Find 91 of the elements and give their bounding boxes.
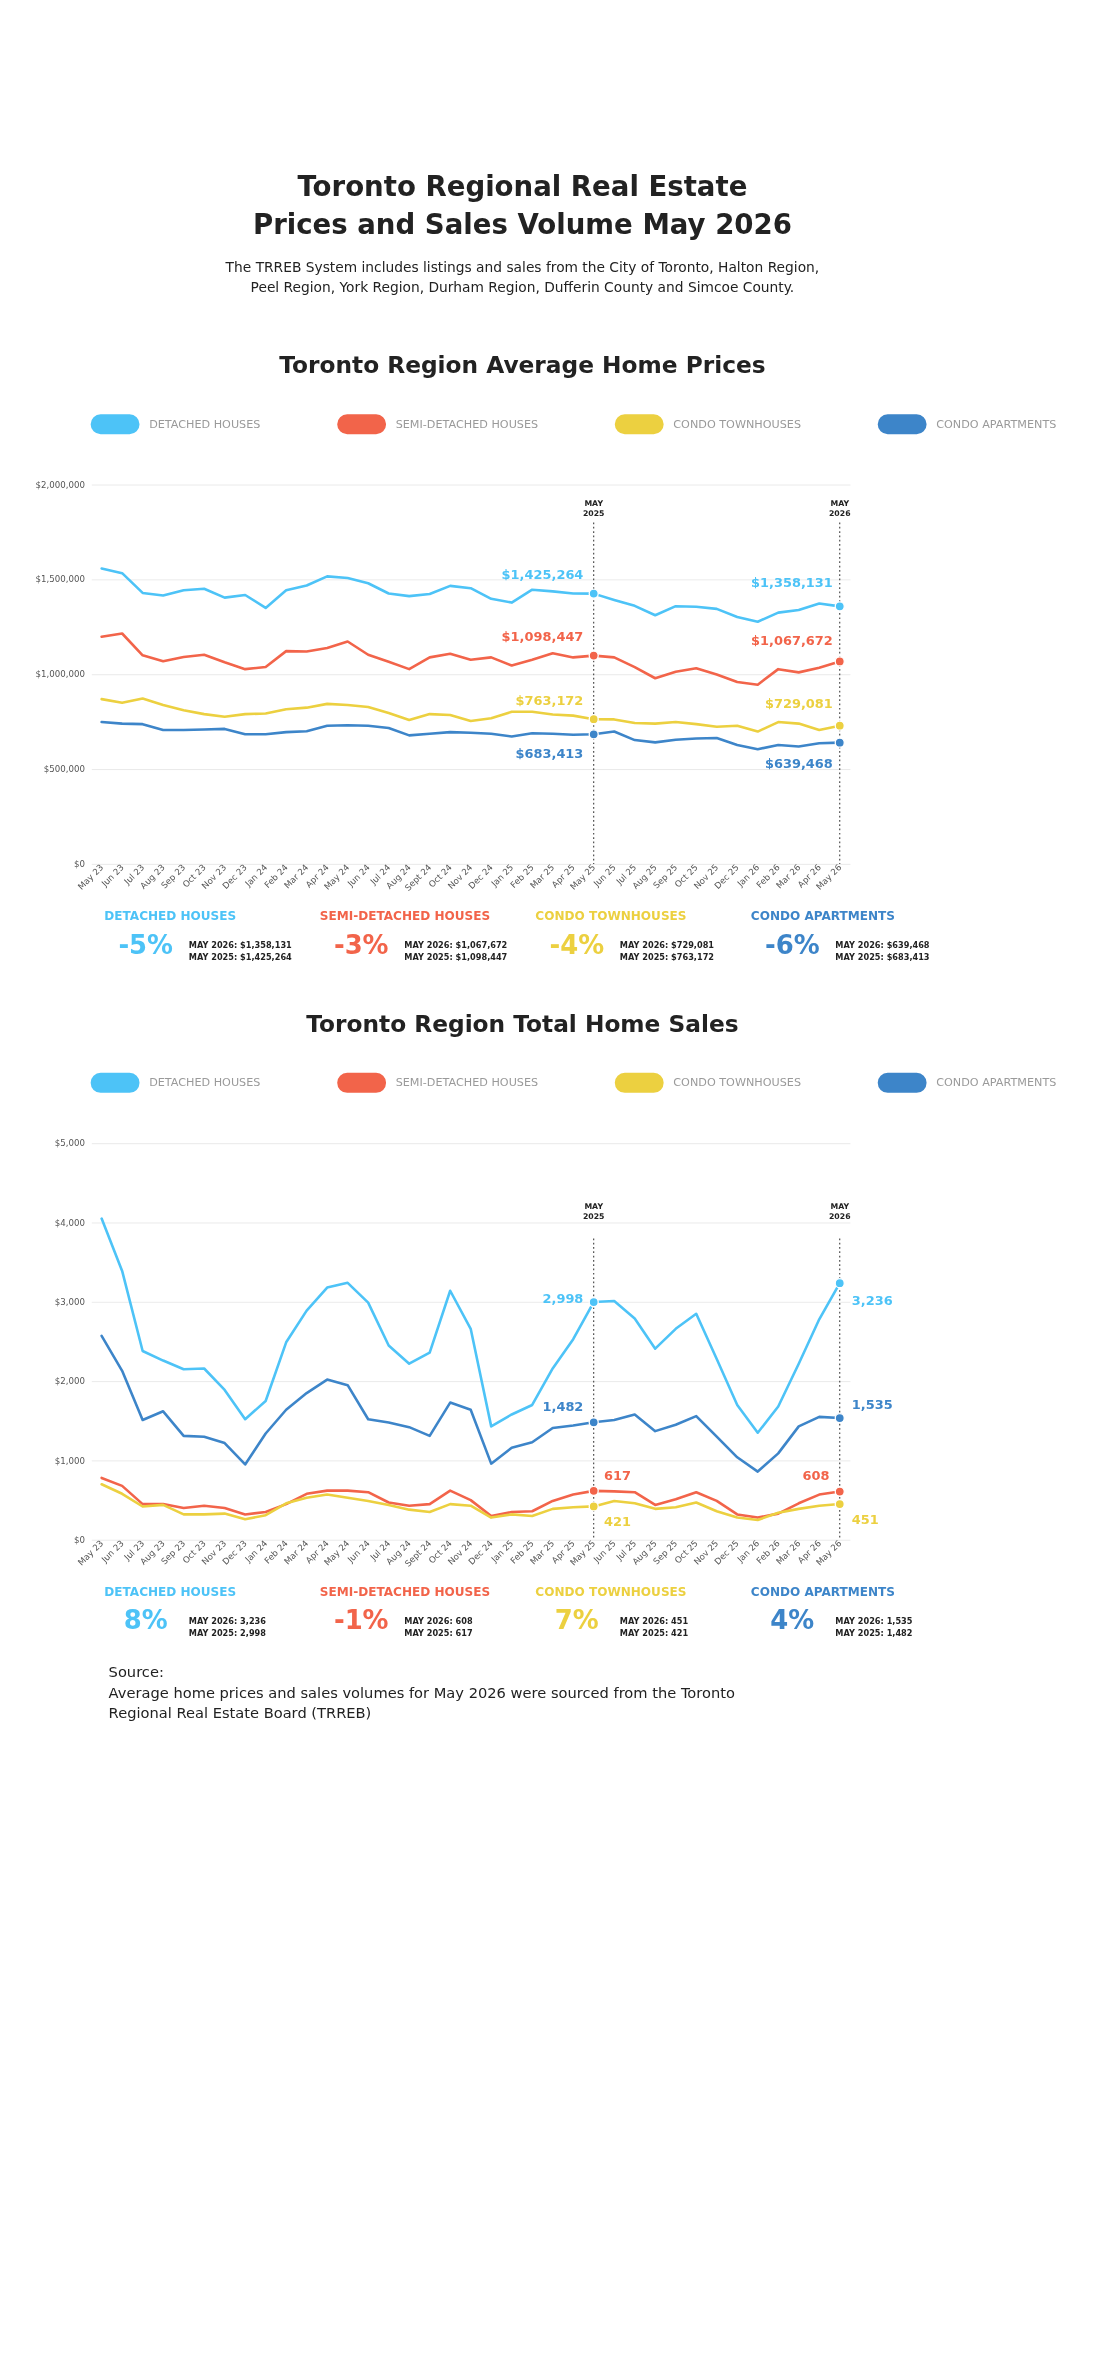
text: 4% xyxy=(770,1605,815,1636)
y-tick-label: $2,000,000 xyxy=(35,479,85,490)
annotation: $639,468 xyxy=(764,755,833,771)
text: -3% xyxy=(333,929,389,960)
legend-label: CONDO APARTMENTS xyxy=(936,1076,1057,1090)
point xyxy=(588,588,599,599)
text: The TRREB System includes listings and sales from the City of Toronto, Halton Region, Peel Region, York Region, Durham Region, Dufferin County and Simcoe County. xyxy=(224,258,820,296)
text: MAY 2025: 617 xyxy=(404,1628,473,1639)
ref-line-label: MAY 2026 xyxy=(828,498,851,519)
point xyxy=(834,1277,845,1289)
ref-line-label: MAY 2026 xyxy=(828,1201,851,1222)
annotation: $683,413 xyxy=(515,745,584,761)
point xyxy=(834,720,845,731)
text: DETACHED HOUSES xyxy=(104,1584,237,1599)
annotation: 608 xyxy=(802,1468,830,1484)
text: -6% xyxy=(764,929,820,960)
text: 8% xyxy=(123,1605,168,1636)
annotation: $1,067,672 xyxy=(751,633,833,649)
text: -4% xyxy=(549,929,605,960)
point xyxy=(588,1296,599,1308)
text: MAY 2025: 1,482 xyxy=(835,1628,913,1639)
text: MAY 2025: $1,425,264 xyxy=(188,952,293,963)
annotation: $1,098,447 xyxy=(501,628,584,644)
text: DETACHED HOUSES xyxy=(104,908,237,923)
legend-label: SEMI-DETACHED HOUSES xyxy=(395,417,539,431)
annotation: $1,358,131 xyxy=(751,574,833,590)
text: CONDO APARTMENTS xyxy=(750,908,895,923)
legend-label: CONDO TOWNHOUSES xyxy=(673,417,801,431)
text: -5% xyxy=(118,929,174,960)
point xyxy=(834,1412,845,1424)
text: 7% xyxy=(554,1605,599,1636)
y-tick-label: $0 xyxy=(73,1534,85,1545)
annotation: 1,482 xyxy=(542,1399,584,1415)
annotation: 1,535 xyxy=(851,1396,893,1412)
annotation: 451 xyxy=(851,1511,879,1527)
annotation: $729,081 xyxy=(764,695,833,711)
annotation: $1,425,264 xyxy=(501,566,584,582)
y-tick-label: $3,000 xyxy=(54,1296,85,1307)
annotation: $763,172 xyxy=(515,692,584,708)
y-tick-label: $500,000 xyxy=(43,764,85,775)
annotation: 617 xyxy=(604,1467,632,1483)
text: MAY 2025: $763,172 xyxy=(619,952,715,963)
y-tick-label: $1,500,000 xyxy=(35,574,85,585)
point xyxy=(834,1486,845,1497)
annotation: 2,998 xyxy=(542,1290,584,1306)
y-tick-label: $0 xyxy=(73,858,85,869)
point xyxy=(834,737,845,748)
legend-label: DETACHED HOUSES xyxy=(149,417,261,431)
text: MAY 2025: 421 xyxy=(619,1628,689,1639)
text: SEMI-DETACHED HOUSES xyxy=(319,908,491,923)
point xyxy=(834,601,845,612)
text: Average home prices and sales volumes for May 2026 were sourced from the Toronto Regional Real Estate Board (TRREB) xyxy=(108,1683,735,1722)
text: MAY 2026: 3,236 xyxy=(188,1616,267,1627)
text: CONDO TOWNHOUSES xyxy=(535,908,687,923)
ref-line-label: MAY 2025 xyxy=(582,1201,605,1222)
legend-label: SEMI-DETACHED HOUSES xyxy=(395,1076,539,1090)
text: MAY 2026: 1,535 xyxy=(835,1616,913,1627)
text: MAY 2026: $1,067,672 xyxy=(404,940,508,951)
text: MAY 2025: $1,098,447 xyxy=(404,952,508,963)
ref-line-label: MAY 2025 xyxy=(582,498,605,519)
text: -1% xyxy=(333,1605,389,1636)
point xyxy=(588,1501,599,1512)
text: MAY 2025: 2,998 xyxy=(188,1628,267,1639)
text: MAY 2026: $639,468 xyxy=(835,940,930,951)
text: MAY 2026: $1,358,131 xyxy=(188,940,293,951)
point xyxy=(834,656,845,667)
text: Toronto Regional Real Estate Prices and Sales Volume May 2026 xyxy=(252,169,792,241)
chart-title: Toronto Region Average Home Prices xyxy=(279,351,766,379)
point xyxy=(588,729,599,740)
text: MAY 2026: 608 xyxy=(404,1616,473,1627)
point xyxy=(588,714,599,725)
annotation: 3,236 xyxy=(851,1292,893,1308)
text: MAY 2025: $683,413 xyxy=(835,952,930,963)
y-tick-label: $1,000,000 xyxy=(35,669,85,680)
text: CONDO APARTMENTS xyxy=(750,1584,895,1599)
legend-label: DETACHED HOUSES xyxy=(149,1076,261,1090)
y-tick-label: $4,000 xyxy=(54,1217,85,1228)
point xyxy=(588,650,599,661)
text: SEMI-DETACHED HOUSES xyxy=(319,1584,491,1599)
text: MAY 2026: 451 xyxy=(619,1616,689,1627)
y-tick-label: $1,000 xyxy=(54,1455,85,1466)
y-tick-label: $2,000 xyxy=(54,1376,85,1387)
text: CONDO TOWNHOUSES xyxy=(535,1584,687,1599)
point xyxy=(588,1417,599,1428)
source-note: Source: xyxy=(108,1662,164,1680)
legend-label: CONDO TOWNHOUSES xyxy=(673,1076,801,1090)
chart-title: Toronto Region Total Home Sales xyxy=(306,1010,739,1038)
y-tick-label: $5,000 xyxy=(54,1138,85,1149)
legend-label: CONDO APARTMENTS xyxy=(936,417,1057,431)
annotation: 421 xyxy=(604,1514,632,1530)
text: MAY 2026: $729,081 xyxy=(619,940,715,951)
